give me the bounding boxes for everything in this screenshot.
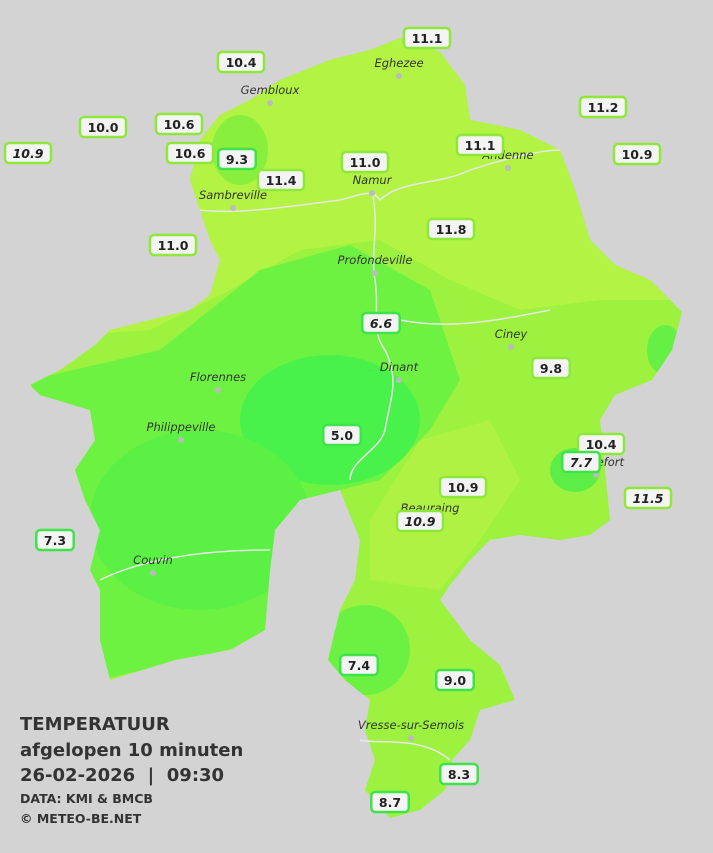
station-box xyxy=(216,50,266,74)
station-value: 8.7 xyxy=(379,795,401,810)
station-value: 11.0 xyxy=(158,238,189,253)
city-label: Florennes xyxy=(190,370,246,384)
city-dot xyxy=(215,387,221,393)
station-box xyxy=(35,528,75,552)
station-box xyxy=(395,509,445,533)
city-label: Eghezee xyxy=(374,56,423,70)
city-dot xyxy=(372,270,378,276)
station-value: 11.5 xyxy=(633,491,664,506)
station-box xyxy=(576,432,626,456)
city-dot xyxy=(508,344,514,350)
station-box xyxy=(165,141,215,165)
station-value: 10.9 xyxy=(13,146,44,161)
station-box xyxy=(578,95,628,119)
city-label: Philippeville xyxy=(147,420,216,434)
station-value: 6.6 xyxy=(370,316,392,331)
station-value: 7.4 xyxy=(348,658,370,673)
station-value: 10.9 xyxy=(448,480,479,495)
city-dot xyxy=(505,165,511,171)
station-box xyxy=(217,147,257,171)
city-label: Gembloux xyxy=(241,83,300,97)
station-box xyxy=(322,423,362,447)
city-dot xyxy=(267,100,273,106)
station-value: 10.4 xyxy=(226,55,257,70)
station-labels: 11.1 10.4 11.2 10.0 10.6 10.9 10.6 9.3 11.1 11.0 1… xyxy=(3,26,673,814)
subtitle: afgelopen 10 minuten xyxy=(20,740,243,761)
station-box xyxy=(370,790,410,814)
city-label: Profondeville xyxy=(338,253,413,267)
station-value: 11.8 xyxy=(436,222,467,237)
station-value: 8.3 xyxy=(448,767,470,782)
station-box xyxy=(531,356,571,380)
station-value: 11.4 xyxy=(266,173,297,188)
station-box xyxy=(340,150,390,174)
station-value: 10.9 xyxy=(405,514,436,529)
station-box xyxy=(438,475,488,499)
station-value: 10.6 xyxy=(164,117,195,132)
city-labels: EghezeeGemblouxAndenneNamurSambrevillePr… xyxy=(133,56,625,741)
station-box xyxy=(402,26,452,50)
station-box xyxy=(426,217,476,241)
station-value: 7.3 xyxy=(44,533,66,548)
station-box xyxy=(3,141,53,165)
city-dot xyxy=(369,190,375,196)
station-box xyxy=(561,450,601,474)
city-dot xyxy=(408,735,414,741)
title: TEMPERATUUR xyxy=(20,714,170,735)
city-dot xyxy=(150,570,156,576)
station-box xyxy=(439,762,479,786)
city-dot xyxy=(178,437,184,443)
station-value: 9.3 xyxy=(226,152,248,167)
station-value: 10.9 xyxy=(622,147,653,162)
timestamp: 26-02-2026 | 09:30 xyxy=(20,765,224,786)
station-box xyxy=(361,311,401,335)
station-value: 9.0 xyxy=(444,673,466,688)
station-value: 9.8 xyxy=(540,361,562,376)
rivers xyxy=(99,149,561,761)
station-value: 11.2 xyxy=(588,100,619,115)
station-box xyxy=(154,112,204,136)
station-box xyxy=(256,168,306,192)
city-dot xyxy=(593,472,599,478)
station-value: 10.0 xyxy=(88,120,119,135)
city-label: Namur xyxy=(353,173,393,187)
station-box xyxy=(623,486,673,510)
station-value: 11.1 xyxy=(465,138,496,153)
city-dot xyxy=(230,205,236,211)
station-value: 10.6 xyxy=(175,146,206,161)
city-label: Sambreville xyxy=(199,188,267,202)
station-value: 11.0 xyxy=(350,155,381,170)
city-label: Vresse-sur-Semois xyxy=(358,718,464,732)
station-box xyxy=(612,142,662,166)
city-dot xyxy=(396,377,402,383)
station-value: 5.0 xyxy=(331,428,353,443)
station-box xyxy=(148,233,198,257)
city-label: Dinant xyxy=(380,360,419,374)
station-value: 10.4 xyxy=(586,437,617,452)
city-label: Ciney xyxy=(495,327,528,341)
station-value: 7.7 xyxy=(570,455,592,470)
city-dot xyxy=(396,73,402,79)
copyright: © METEO-BE.NET xyxy=(20,811,142,826)
station-box xyxy=(339,653,379,677)
city-label: Couvin xyxy=(133,553,173,567)
station-box xyxy=(455,133,505,157)
station-box xyxy=(78,115,128,139)
source: DATA: KMI & BMCB xyxy=(20,791,153,806)
station-value: 11.1 xyxy=(412,31,443,46)
station-box xyxy=(435,668,475,692)
